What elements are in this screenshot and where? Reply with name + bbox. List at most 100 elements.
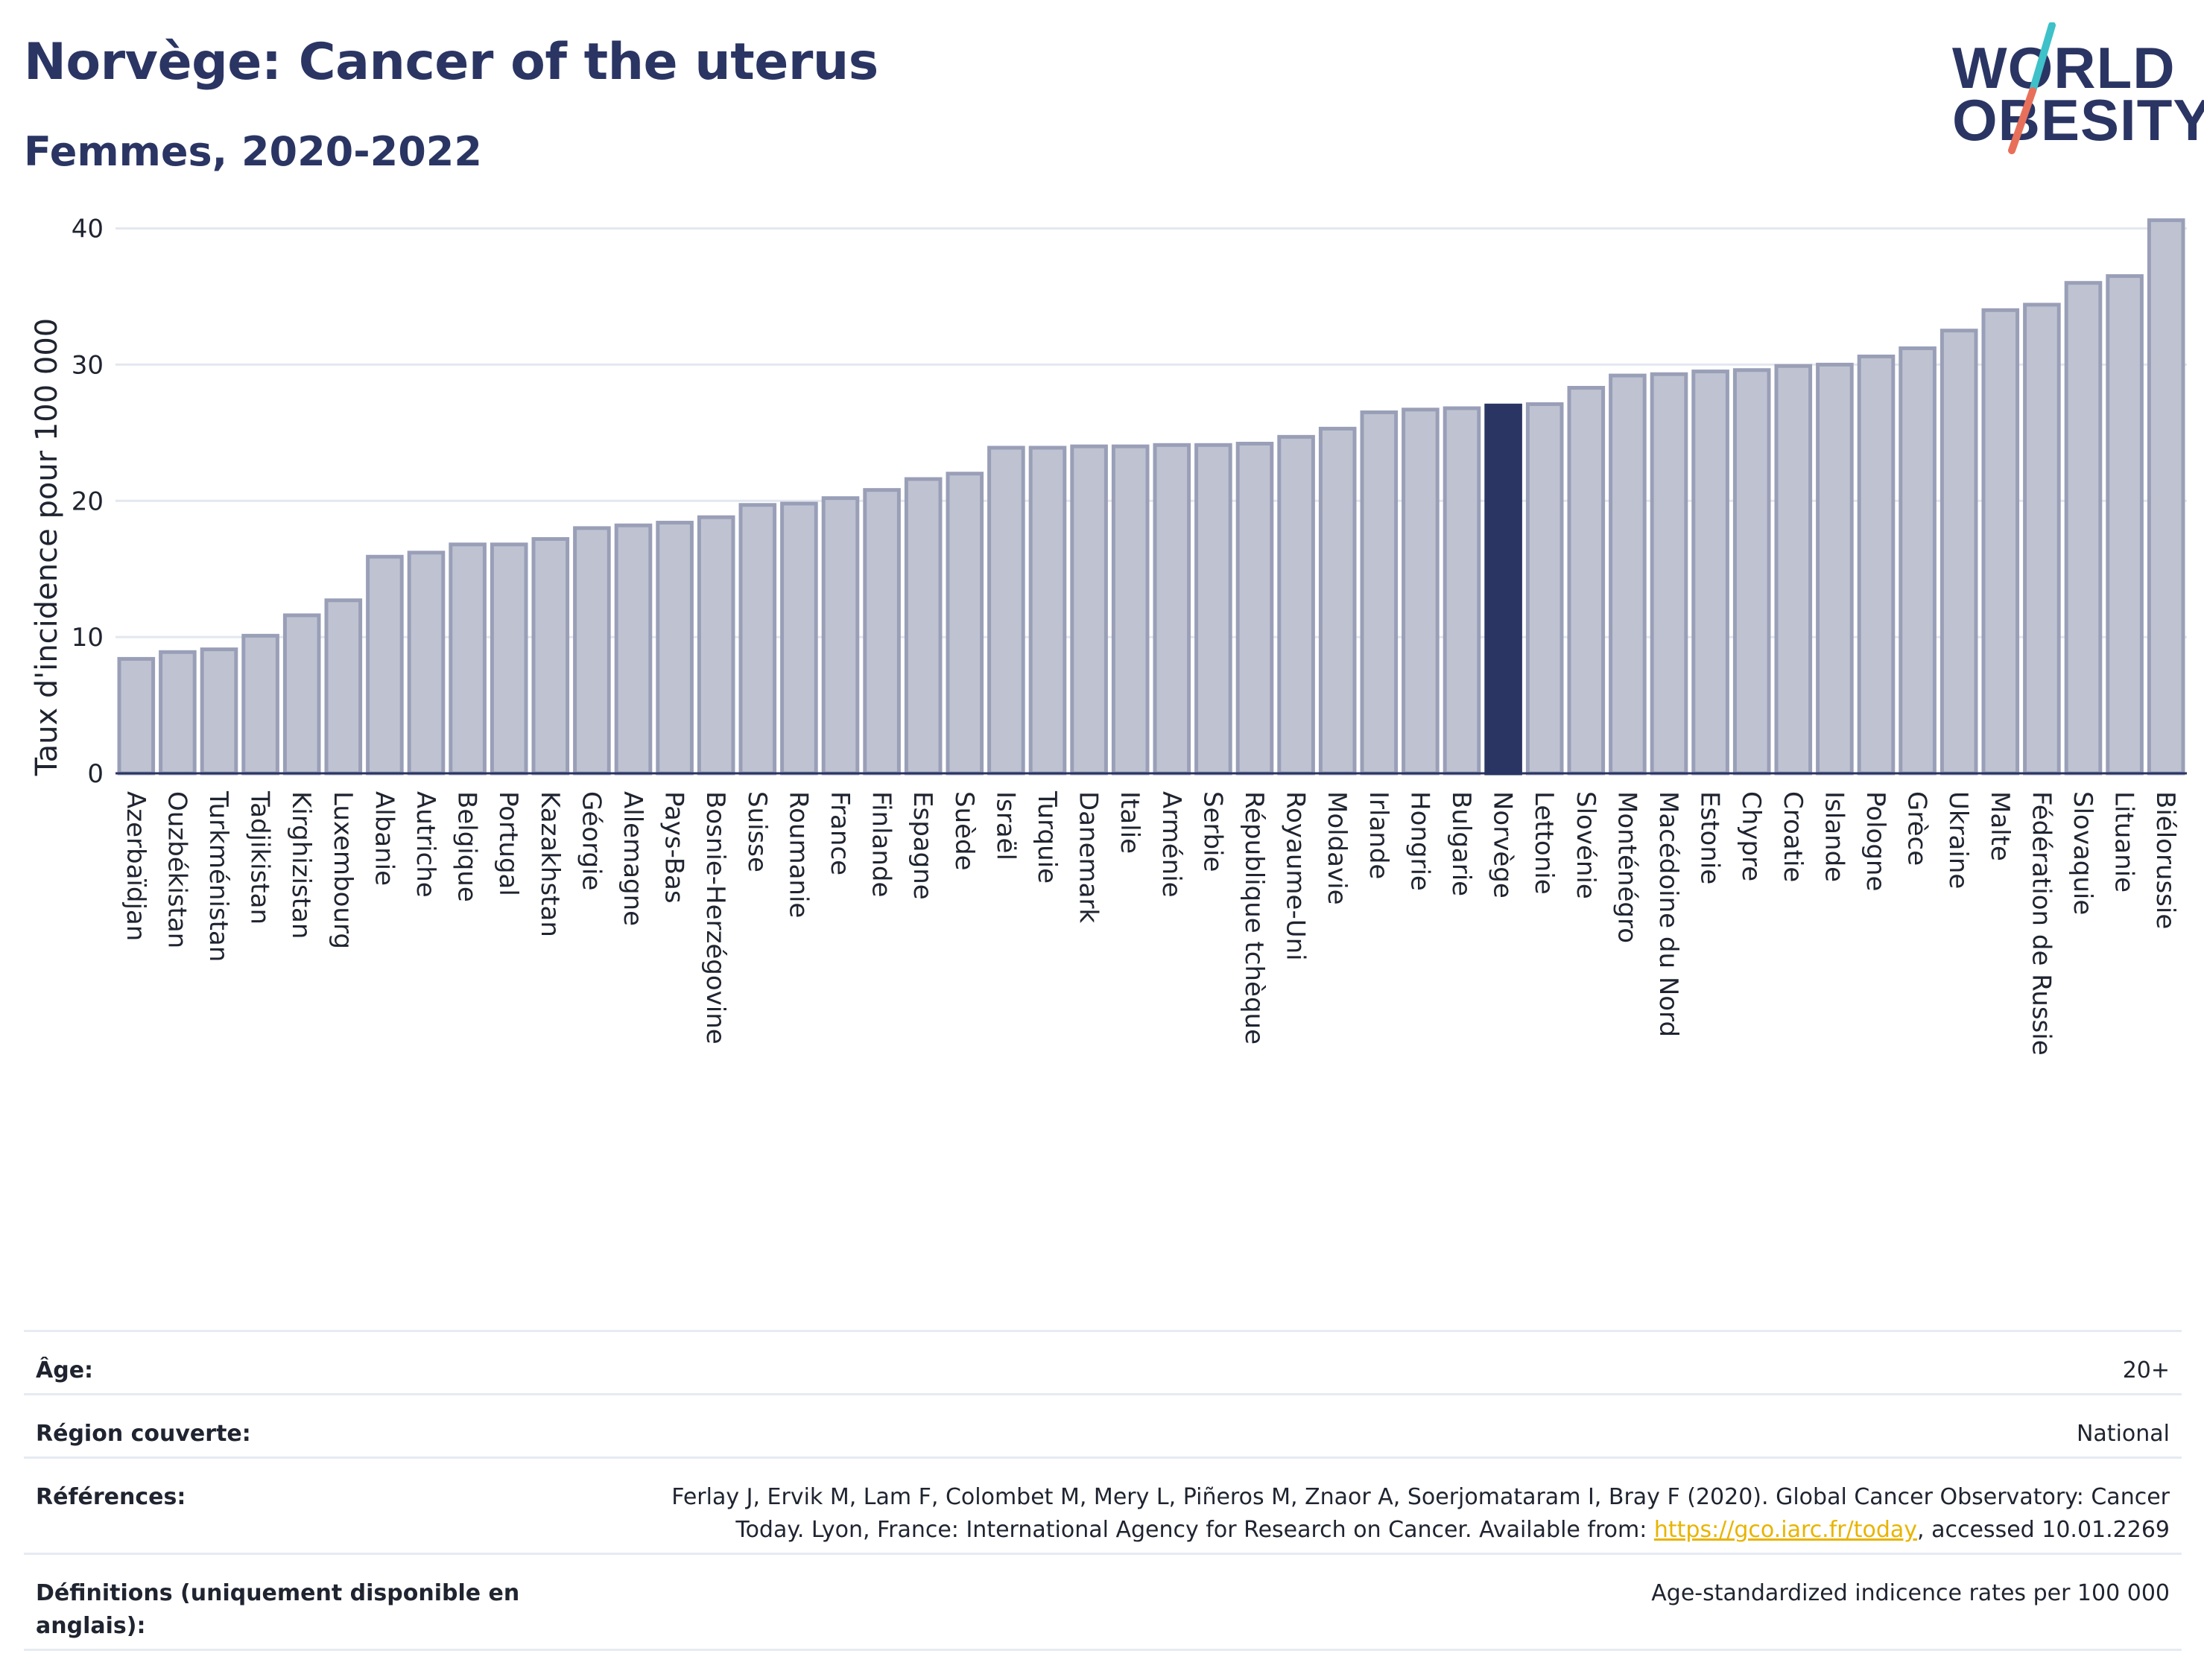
bar [1028,446,1067,776]
meta-row-references: Références: Ferlay J, Ervik M, Lam F, Co… [24,1456,2182,1553]
x-tick-label: Irlande [1364,791,1393,879]
bar [1939,329,1978,776]
y-tick-label: 30 [72,350,104,380]
definitions-value: Age-standardized indicence rates per 100… [1651,1580,2170,1606]
x-tick-label: Suède [949,791,979,871]
bar [1691,370,1729,776]
bar [987,446,1025,776]
references-value: Ferlay J, Ervik M, Lam F, Colombet M, Me… [557,1481,2170,1547]
bar [1235,441,1274,776]
bar [366,554,404,776]
x-tick-label: Azerbaïdjan [121,791,151,941]
bar [1525,402,1564,776]
bar [531,536,570,776]
metadata-table: Âge: 20+ Région couverte: National Référ… [24,1330,2182,1651]
x-tick-label: Géorgie [576,791,606,890]
bar [738,503,777,776]
bar [282,613,321,776]
x-tick-label: Estonie [1695,791,1725,884]
x-tick-label: Arménie [1156,791,1186,898]
region-value: National [2076,1421,2170,1447]
bar-highlight [1484,403,1522,776]
bar [1194,443,1232,776]
bar [1816,362,1854,776]
x-tick-label: République tchèque [1239,791,1269,1045]
references-link[interactable]: https://gco.iarc.fr/today [1653,1517,1918,1543]
bar [946,472,984,776]
x-tick-label: Malte [1985,791,2015,861]
region-label: Région couverte: [36,1421,251,1447]
x-tick-label: Roumanie [783,791,813,918]
world-obesity-logo: WORLD OBESITY [1937,22,2204,156]
bar [1899,346,1937,776]
meta-row-region: Région couverte: National [24,1393,2182,1456]
bar-chart: 0 10 20 30 40 Taux d'incidence pour 100 000 Az… [30,215,2187,1056]
x-tick-label: Espagne [908,791,937,900]
x-tick-label: Bosnie-Herzégovine [700,791,730,1045]
bar [117,656,156,776]
bar [780,501,818,776]
x-tick-label: Suisse [742,791,772,872]
references-label: Références: [36,1484,186,1510]
bar [1732,368,1771,776]
x-tick-label: Lettonie [1529,791,1559,895]
x-tick-label: Croatie [1778,791,1808,882]
x-tick-label: Turkménistan [203,790,233,962]
x-tick-label: Serbie [1197,791,1227,872]
x-tick-label: Pays-Bas [659,791,689,904]
bar [1981,308,2020,776]
x-tick-label: Ouzbékistan [162,791,191,948]
bar [2106,274,2144,776]
bar [1774,364,1813,776]
x-tick-label: Tadjikistan [245,790,275,925]
meta-row-definitions: Définitions (uniquement disponible en an… [24,1553,2182,1651]
bar [1402,408,1440,776]
x-tick-label: Kazakhstan [535,791,565,937]
x-tick-label: Kirghizistan [286,791,316,939]
bar [1857,354,1896,776]
logo-slash-icon [2008,22,2056,154]
x-tick-label: Israël [990,791,1020,860]
x-tick-label: Hongrie [1405,791,1434,891]
references-text-2: Today. Lyon, France: International Agenc… [735,1517,1654,1543]
bar [1277,434,1315,776]
y-tick-label: 40 [72,215,104,244]
x-tick-label: Bulgarie [1446,791,1476,896]
x-tick-label: Moldavie [1322,791,1352,905]
x-tick-label: Royaume-Uni [1281,791,1311,961]
bar [449,542,487,776]
bar [1318,426,1357,776]
bar [863,488,901,776]
logo-line-1: WORLD [1952,35,2176,101]
bar [1360,410,1399,776]
x-tick-label: Albanie [369,791,399,886]
x-tick-label: Pologne [1861,791,1890,891]
x-tick-label: Norvège [1488,791,1518,898]
bar [2064,281,2103,776]
x-tick-label: Portugal [493,791,523,896]
references-text-3: , accessed 10.01.2269 [1917,1517,2170,1543]
x-tick-label: Fédération de Russie [2026,791,2056,1056]
x-tick-label: Islande [1819,791,1849,882]
bar [324,598,363,776]
x-tick-label: Belgique [452,791,482,902]
logo-line-2: OBESITY [1952,87,2204,153]
meta-row-age: Âge: 20+ [24,1330,2182,1393]
bar [407,551,446,776]
bar [573,526,611,776]
y-tick-label: 20 [72,486,104,516]
bar [2023,302,2061,776]
x-tick-label: Autriche [411,791,440,898]
x-tick-label: Danemark [1074,791,1103,923]
x-tick-label: Grèce [1902,791,1932,866]
bar [1650,372,1688,776]
y-tick-label: 10 [72,623,104,653]
definitions-label: Définitions (uniquement disponible en an… [36,1580,520,1639]
bar [821,496,860,776]
chart-title: Norvège: Cancer of the uterus [24,33,878,92]
x-tick-label: Turquie [1032,790,1062,884]
x-tick-label: France [825,791,855,875]
bar [697,515,735,776]
bar [200,647,238,776]
x-tick-label: Luxembourg [328,791,358,949]
